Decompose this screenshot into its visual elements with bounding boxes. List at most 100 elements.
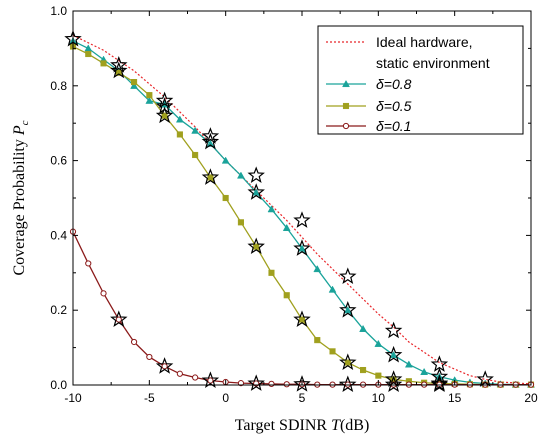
data-point-triangle [221,156,230,164]
x-tick-label: 5 [299,391,306,405]
data-point-triangle [191,126,200,134]
data-point-circle [207,377,214,384]
data-point-star [155,357,174,374]
data-point-triangle [282,223,291,231]
data-point-triangle [374,339,383,347]
data-point-circle [161,363,168,370]
data-point-star [384,345,403,363]
data-point-star [339,301,357,318]
data-point-circle [146,353,153,361]
x-tick-label: -10 [64,391,82,405]
x-tick-label: 15 [448,391,462,405]
x-tick-label: 0 [222,391,229,405]
data-point-square [131,79,138,86]
data-point-star [293,375,311,392]
data-point-star [293,211,311,228]
legend: Ideal hardware, static environment δ=0.8 δ=… [317,25,524,135]
y-tick-label: 0.4 [50,228,67,242]
y-tick-label: 0.2 [50,303,67,317]
data-point-circle [237,380,245,387]
data-point-triangle [359,324,367,332]
data-point-circle [283,381,290,388]
data-point-star [247,183,265,200]
data-point-square [344,359,351,366]
data-point-star [201,371,220,388]
y-tick-label: 0.6 [50,154,67,168]
legend-label: Ideal hardware, [376,34,473,50]
ticks-layer: -10 -5 0 5 10 15 20 0.0 0.2 0.4 0.6 0.8 1.0 [50,4,538,405]
data-point-square [314,337,321,344]
data-point-square [161,112,168,119]
data-point-star [293,239,311,256]
data-point-triangle [404,360,413,368]
data-point-square [192,151,199,159]
data-point-square [100,60,107,67]
legend-marker [342,102,350,110]
data-point-star [476,370,494,387]
legend-label: δ=0.1 [376,118,411,134]
data-point-square [146,92,153,99]
data-point-star [384,370,403,387]
data-point-triangle [130,81,138,89]
y-tick-label: 0.0 [50,378,67,392]
data-point-square [360,366,367,374]
data-point-triangle [84,44,93,52]
data-point-star [110,56,128,73]
data-point-star [155,106,174,124]
data-point-square [85,50,92,58]
data-point-circle [130,338,138,346]
x-tick-label: 20 [524,391,538,405]
data-point-circle [115,316,122,323]
data-point-square [375,372,382,379]
legend-label: δ=0.8 [376,76,412,92]
data-point-circle [100,290,107,297]
data-point-circle [268,380,275,387]
data-point-star [430,375,449,393]
data-point-circle [176,370,183,377]
legend-box [317,25,524,135]
data-point-triangle [145,96,154,104]
series-line-3 [73,231,531,385]
data-point-square [176,131,183,138]
data-point-star [110,310,128,327]
data-point-triangle [328,285,337,293]
data-point-square [222,194,229,202]
data-point-star [247,237,265,255]
legend-marker [342,79,350,88]
data-point-star [430,367,449,385]
data-point-circle [85,260,92,267]
legend-label-line2: static environment [376,55,490,71]
data-point-triangle [175,115,184,123]
data-point-star [339,375,357,393]
data-point-triangle [313,265,322,273]
data-point-star [339,353,357,370]
data-point-square [237,219,244,226]
data-point-square [329,348,336,355]
data-point-star [201,127,220,144]
data-point-triangle [420,367,429,375]
data-point-square [298,316,306,323]
x-tick-label: -5 [144,391,155,405]
data-point-star [201,168,220,185]
legend-marker [342,122,350,130]
legend-label: δ=0.5 [376,98,412,114]
y-axis-label: Coverage Probability Pc [11,120,31,275]
data-point-square [283,292,290,299]
data-point-triangle [206,139,215,147]
data-point-star [247,374,265,391]
x-axis-label: Target SDINR T(dB) [235,417,370,434]
data-point-square [207,174,214,181]
data-point-star [384,321,403,339]
data-point-star [247,166,265,183]
data-point-triangle [267,205,276,213]
data-point-circle [192,374,199,381]
data-point-star [155,91,174,109]
data-point-star [201,132,220,150]
data-point-square [253,243,260,250]
x-tick-label: 10 [372,391,386,405]
data-point-star [110,61,128,79]
series-line-0 [73,34,531,385]
y-tick-label: 0.8 [50,79,67,93]
data-point-star [339,267,357,284]
